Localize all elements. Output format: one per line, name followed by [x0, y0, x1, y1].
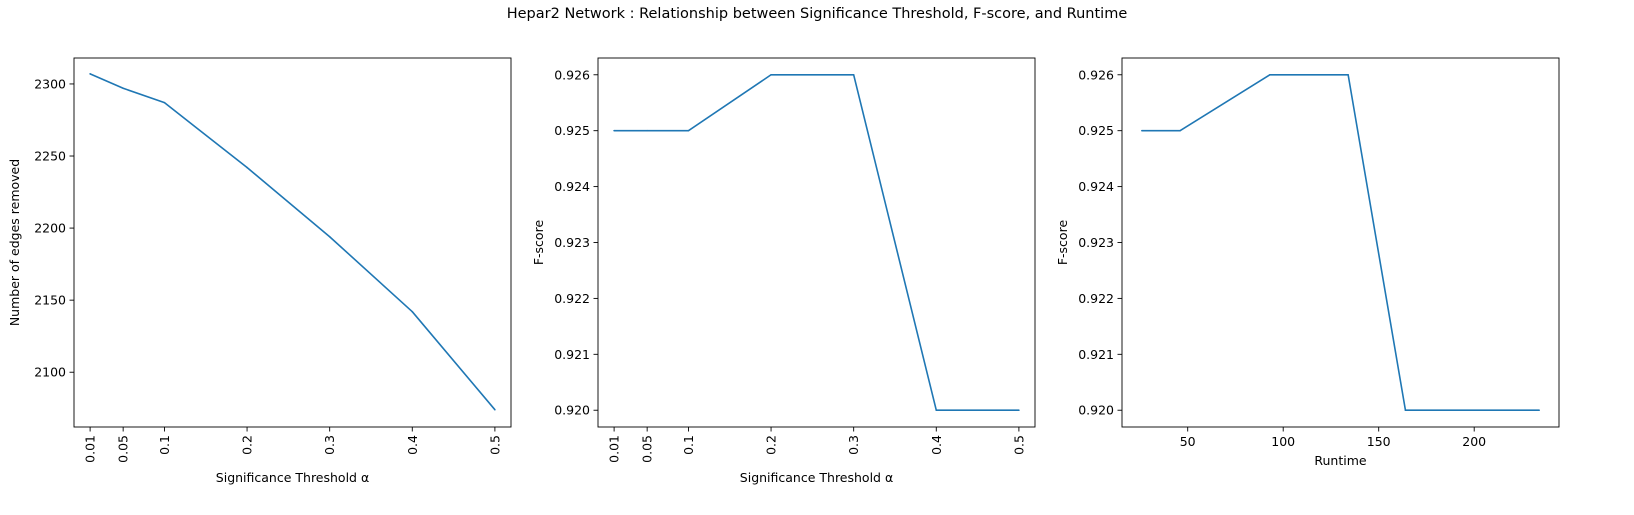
x-tick-label: 50: [1180, 434, 1196, 449]
y-tick-label: 0.922: [554, 291, 590, 306]
series-line: [1141, 73, 1540, 412]
axes-frame: [1121, 57, 1560, 428]
data-point: [494, 408, 496, 411]
y-tick-label: 2150: [34, 293, 66, 308]
x-tick-label: 0.01: [83, 435, 98, 463]
x-axis-label: Significance Threshold α: [740, 470, 893, 485]
data-point: [1538, 409, 1540, 412]
x-tick-label: 0.05: [640, 435, 655, 463]
y-tick-label: 0.926: [1078, 67, 1114, 82]
data-point: [1179, 129, 1181, 132]
y-tick-label: 2300: [34, 76, 66, 91]
y-tick-label: 0.923: [1078, 235, 1114, 250]
y-tick-label: 0.925: [554, 123, 590, 138]
x-tick-label: 0.5: [487, 435, 502, 455]
axes-frame: [73, 57, 512, 428]
x-tick-label: 0.2: [764, 435, 779, 455]
y-tick-label: 0.920: [554, 403, 590, 418]
data-point: [246, 166, 248, 169]
y-tick-label: 0.921: [1078, 347, 1114, 362]
x-tick-label: 150: [1367, 434, 1391, 449]
data-point: [613, 129, 615, 132]
data-point: [89, 73, 91, 75]
y-tick-label: 0.924: [1078, 179, 1114, 194]
axes-frame: [597, 57, 1036, 428]
y-tick-label: 2250: [34, 149, 66, 164]
data-point: [1018, 409, 1020, 412]
data-point: [1269, 73, 1271, 76]
subplot-3: 50 100 150 200 0.920 0.921 0.922 0.923 0.924 0.92…: [1055, 57, 1560, 468]
x-tick-label: 200: [1462, 434, 1486, 449]
subplot-1: 0.01 0.05 0.1 0.2 0.3 0.4 0.5 2100 2150 2200 2250 2…: [7, 57, 512, 485]
x-tick-label: 0.1: [681, 435, 696, 455]
y-tick-label: 0.921: [554, 347, 590, 362]
y-tick-label: 0.925: [1078, 123, 1114, 138]
data-point: [687, 129, 690, 132]
x-axis-label: Significance Threshold α: [216, 470, 369, 485]
data-point: [122, 87, 124, 90]
data-point: [646, 129, 648, 132]
data-point: [770, 73, 772, 76]
data-point: [1404, 409, 1407, 412]
subplot-2: 0.01 0.05 0.1 0.2 0.3 0.4 0.5 0.920 0.921 0.922 0.…: [531, 57, 1036, 485]
y-tick-label: 0.922: [1078, 291, 1114, 306]
data-point: [1347, 73, 1349, 76]
y-axis-label: F-score: [1055, 220, 1070, 266]
y-tick-label: 0.924: [554, 179, 590, 194]
y-tick-label: 0.923: [554, 235, 590, 250]
series-line: [614, 73, 1019, 412]
data-point: [935, 409, 938, 412]
x-tick-label: 100: [1271, 434, 1295, 449]
x-tick-label: 0.3: [322, 435, 337, 455]
y-tick-label: 0.920: [1078, 403, 1114, 418]
y-tick-label: 2200: [34, 221, 66, 236]
x-tick-label: 0.1: [157, 435, 172, 455]
x-tick-label: 0.05: [116, 435, 131, 463]
figure-title: Hepar2 Network : Relationship between Si…: [506, 6, 1128, 22]
x-tick-label: 0.5: [1011, 435, 1026, 455]
x-tick-label: 0.4: [405, 435, 420, 455]
data-point: [1141, 129, 1143, 132]
y-tick-label: 2100: [34, 365, 66, 380]
data-point: [411, 310, 414, 313]
data-point: [163, 101, 166, 104]
x-tick-label: 0.4: [929, 435, 944, 455]
x-axis-label: Runtime: [1314, 453, 1367, 468]
data-point: [328, 235, 331, 238]
y-axis-label: F-score: [531, 220, 546, 266]
x-tick-label: 0.01: [607, 435, 622, 463]
series-line: [89, 73, 496, 411]
y-axis-label: Number of edges removed: [7, 159, 22, 326]
y-tick-label: 0.926: [554, 67, 590, 82]
x-tick-label: 0.2: [240, 435, 255, 455]
x-tick-label: 0.3: [846, 435, 861, 455]
data-point: [852, 73, 855, 76]
